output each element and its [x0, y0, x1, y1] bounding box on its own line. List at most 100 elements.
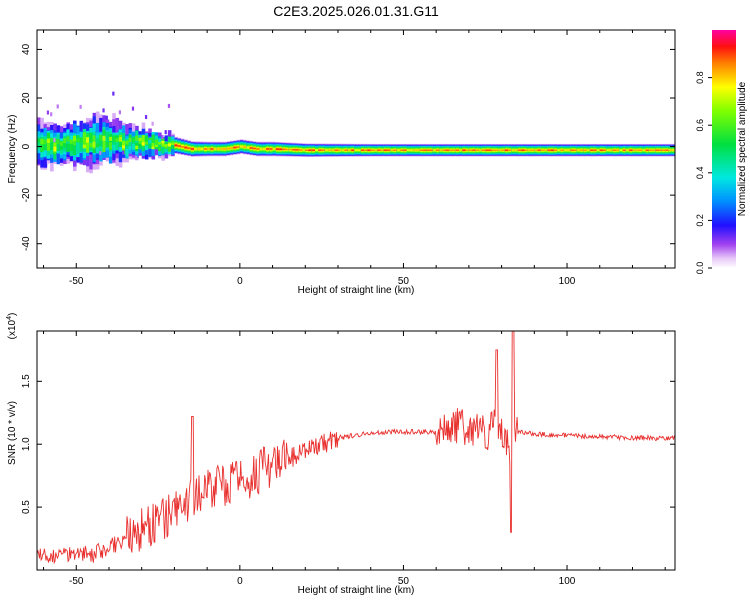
heatmap-cell: [465, 149, 470, 151]
heatmap-cell: [419, 149, 424, 151]
heatmap-scatter: [105, 115, 108, 120]
heatmap-cell: [364, 149, 368, 151]
heatmap-cell: [622, 149, 627, 151]
heatmap-scatter: [112, 91, 115, 96]
y-tick-label: 0: [21, 143, 32, 149]
heatmap-cell: [393, 149, 398, 151]
heatmap-cell: [66, 143, 71, 153]
heatmap-cell: [105, 142, 110, 148]
x-tick-label: 0: [237, 276, 243, 287]
heatmap-cell: [661, 149, 666, 151]
heatmap-cell: [46, 144, 51, 151]
heatmap-cell: [207, 148, 211, 150]
heatmap-scatter: [102, 108, 105, 113]
heatmap-cell: [390, 149, 394, 151]
heatmap-cell: [619, 149, 623, 151]
heatmap-cell: [151, 135, 156, 146]
heatmap-cell: [53, 146, 57, 152]
heatmap-cell: [125, 140, 129, 145]
heatmap-cell: [583, 149, 587, 151]
heatmap-cell: [449, 149, 453, 151]
x-tick-label: 50: [398, 576, 410, 587]
heatmap-cell: [468, 149, 473, 151]
heatmap-cell: [112, 135, 116, 142]
heatmap-cell: [387, 149, 391, 151]
heatmap-cell: [311, 149, 316, 151]
heatmap-cell: [141, 135, 146, 143]
heatmap-cell: [108, 133, 113, 150]
heatmap-cell: [99, 140, 103, 154]
heatmap-cell: [50, 137, 54, 143]
heatmap-cell: [504, 149, 509, 151]
heatmap-cell: [154, 144, 159, 147]
x-tick-label: 0: [237, 576, 243, 587]
heatmap-cell: [171, 142, 175, 150]
heatmap-cell: [210, 148, 214, 150]
heatmap-cell: [50, 139, 54, 151]
heatmap-cell: [609, 149, 614, 151]
heatmap-cell: [79, 140, 84, 152]
heatmap-cell: [491, 149, 496, 151]
heatmap-cell: [37, 138, 41, 143]
heatmap-cell: [367, 149, 372, 151]
heatmap-cell: [151, 146, 156, 150]
heatmap-cell: [557, 149, 561, 151]
heatmap-cell: [495, 149, 499, 151]
heatmap-cell: [194, 148, 198, 150]
heatmap-cell: [230, 147, 234, 149]
heatmap-scatter: [135, 155, 138, 160]
heatmap-cell: [612, 149, 617, 151]
heatmap-cell: [586, 149, 591, 151]
colorbar-tick-label: 0.0: [695, 262, 705, 275]
heatmap-cell: [308, 149, 313, 151]
heatmap-cell: [86, 140, 90, 153]
heatmap-cell: [413, 149, 417, 151]
heatmap-cell: [122, 145, 126, 149]
heatmap-cell: [102, 135, 107, 141]
heatmap-cell: [373, 149, 378, 151]
heatmap-cell: [63, 138, 67, 144]
heatmap-cell: [442, 149, 447, 151]
heatmap-scatter: [131, 106, 135, 111]
heatmap-scatter: [79, 104, 82, 109]
heatmap-cell: [158, 141, 162, 150]
heatmap-cell: [639, 149, 643, 151]
heatmap-cell: [429, 149, 434, 151]
colorbar-tick-label: 0.2: [695, 214, 705, 227]
heatmap-cell: [197, 148, 201, 150]
heatmap-cell: [252, 147, 257, 150]
heatmap-cell: [406, 149, 411, 151]
heatmap-cell: [167, 143, 172, 147]
heatmap-cell: [108, 142, 113, 150]
heatmap-cell: [292, 148, 296, 151]
heatmap-cell: [596, 149, 601, 151]
heatmap-cell: [72, 139, 77, 156]
heatmap-cell: [508, 149, 512, 151]
heatmap-cell: [452, 149, 457, 151]
spectrogram-y-ticks: -40 -20 0 20 40: [21, 43, 675, 251]
heatmap-cell: [295, 149, 300, 151]
heatmap-cell: [184, 146, 188, 149]
spectrogram-frame: [36, 29, 676, 269]
heatmap-cell: [298, 149, 303, 151]
heatmap-cell: [187, 147, 192, 150]
heatmap-cell: [642, 149, 646, 151]
y-tick-label: 1.0: [21, 437, 32, 451]
heatmap-cell: [76, 138, 80, 143]
heatmap-scatter: [144, 115, 148, 120]
heatmap-cell: [344, 149, 349, 151]
heatmap-cell: [593, 149, 597, 151]
heatmap-cell: [531, 149, 535, 151]
heatmap-cell: [223, 148, 228, 150]
heatmap-cell: [305, 149, 309, 151]
heatmap-cell: [478, 149, 483, 151]
heatmap-cell: [403, 149, 408, 151]
heatmap-cell: [37, 137, 41, 149]
heatmap-cell: [540, 149, 545, 151]
heatmap-cell: [95, 143, 100, 148]
heatmap-scatter: [167, 103, 171, 108]
x-tick-label: 50: [398, 276, 410, 287]
heatmap-cell: [262, 148, 267, 150]
snr-x-label: Height of straight line (km): [298, 585, 415, 596]
heatmap-cell: [665, 149, 669, 151]
